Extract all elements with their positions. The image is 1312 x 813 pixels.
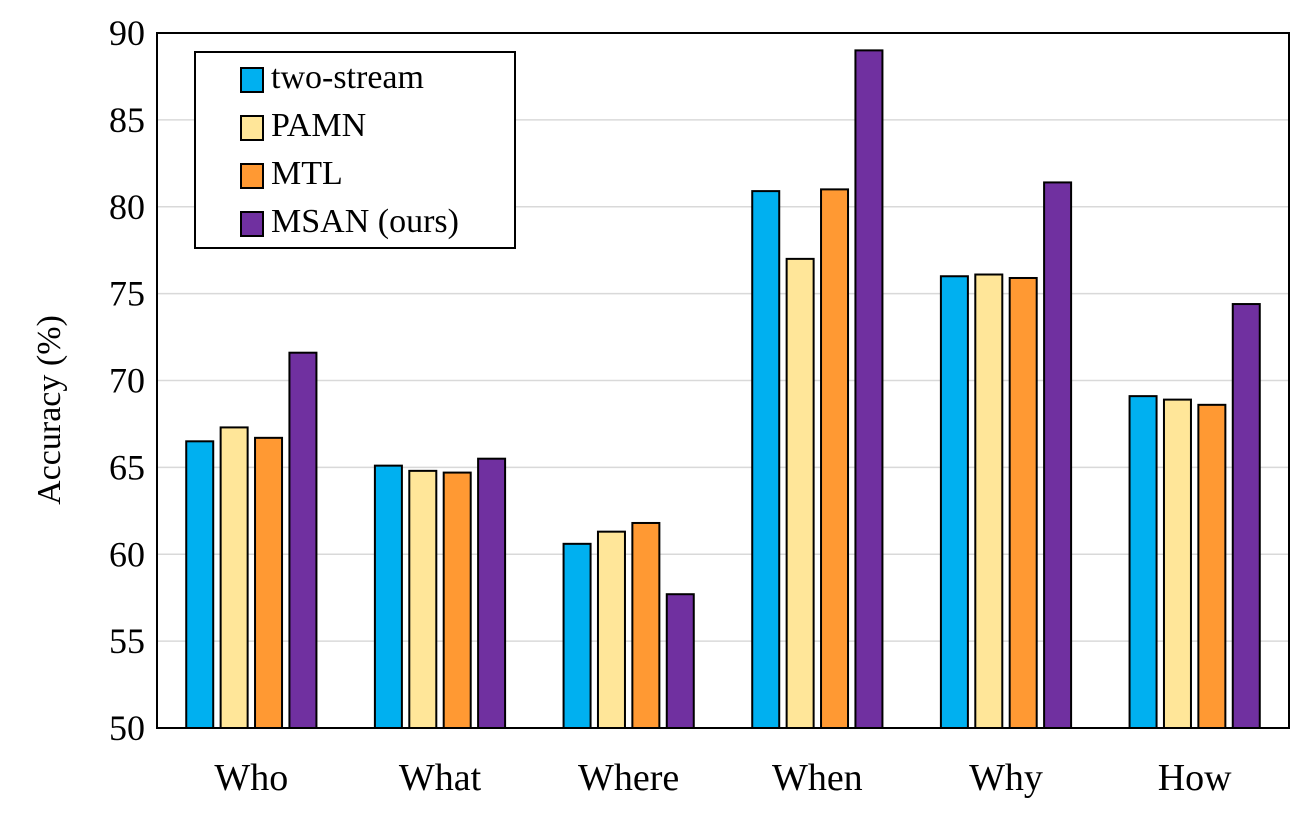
bar-how-msan-ours	[1231, 303, 1261, 729]
y-tick-label: 60	[109, 534, 145, 574]
legend-label: MTL	[271, 155, 343, 192]
plot-frame	[156, 32, 1290, 729]
x-category-label: How	[1158, 757, 1232, 799]
y-tick-label: 50	[109, 708, 145, 748]
x-category-label: When	[772, 757, 863, 799]
bar-who-two-stream	[185, 440, 215, 729]
legend-swatch	[240, 115, 264, 141]
bar-who-pamn	[219, 426, 249, 729]
y-axis-title: Accuracy (%)	[31, 315, 68, 505]
y-tick-label: 55	[109, 621, 145, 661]
bar-why-mtl	[1008, 276, 1038, 729]
y-tick-label: 90	[109, 13, 145, 53]
bar-where-pamn	[596, 530, 626, 729]
y-tick-label: 75	[109, 274, 145, 314]
x-category-label: Who	[214, 757, 288, 799]
bar-how-two-stream	[1128, 395, 1158, 729]
legend-label: two-stream	[271, 59, 424, 96]
y-tick-label: 80	[109, 187, 145, 227]
legend-label: MSAN (ours)	[271, 203, 459, 240]
bar-when-pamn	[785, 257, 815, 729]
bar-where-msan-ours	[665, 593, 695, 730]
bar-why-pamn	[974, 273, 1004, 729]
legend: two-stream PAMN MTL MSAN (ours)	[194, 51, 516, 249]
bar-what-two-stream	[373, 464, 403, 729]
bar-what-msan-ours	[477, 457, 507, 729]
bar-when-msan-ours	[854, 49, 884, 729]
legend-swatch	[240, 211, 264, 237]
bar-how-pamn	[1162, 398, 1192, 729]
bar-where-two-stream	[562, 542, 592, 730]
bar-where-mtl	[631, 521, 661, 729]
bar-when-mtl	[820, 188, 850, 729]
x-axis-labels: Who What Where When Why How	[214, 757, 1232, 799]
bar-what-pamn	[408, 469, 438, 729]
y-tick-label: 70	[109, 361, 145, 401]
bars	[185, 49, 1261, 730]
x-category-label: Why	[969, 757, 1043, 799]
bar-why-msan-ours	[1043, 181, 1073, 730]
y-tick-label: 65	[109, 447, 145, 487]
bar-when-two-stream	[751, 190, 781, 730]
legend-swatch	[240, 67, 264, 93]
y-axis-ticks: 50 55 60 65 70 75 80 85 90	[109, 13, 145, 748]
bar-who-msan-ours	[288, 351, 318, 729]
bar-why-two-stream	[939, 275, 969, 729]
x-category-label: Where	[578, 757, 679, 799]
bar-what-mtl	[442, 471, 472, 729]
legend-swatch	[240, 163, 264, 189]
y-tick-label: 85	[109, 100, 145, 140]
x-category-label: What	[399, 757, 482, 799]
bar-who-mtl	[254, 436, 284, 729]
legend-label: PAMN	[271, 107, 366, 144]
bar-how-mtl	[1197, 403, 1227, 729]
